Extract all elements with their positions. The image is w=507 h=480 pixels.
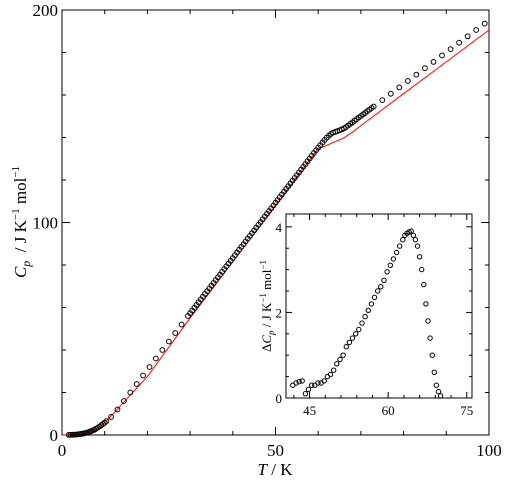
- inset-data-point: [349, 335, 356, 341]
- inset-ticks: 45 60 75 0 2 4: [276, 214, 473, 418]
- data-point: [127, 389, 134, 396]
- inset-data-point: [375, 288, 381, 294]
- inset-y-tick-label: 0: [276, 391, 283, 406]
- inset-data-point: [410, 232, 416, 239]
- y-tick-label: 0: [50, 426, 59, 445]
- data-point: [114, 406, 121, 413]
- inset-data-point: [435, 388, 442, 395]
- main-ticks: 0 50 100 0 100 200: [33, 1, 502, 460]
- y-tick-label: 100: [33, 214, 59, 233]
- data-point: [121, 398, 127, 404]
- inset-data-point: [437, 393, 444, 399]
- inset-data-point: [302, 391, 309, 397]
- data-point: [159, 347, 166, 353]
- data-point: [447, 46, 454, 52]
- main-y-axis-label: Cp / J K−1 mol−1: [10, 166, 33, 278]
- inset-data-point: [397, 243, 403, 249]
- data-point: [133, 381, 140, 387]
- data-point: [481, 20, 488, 27]
- inset-data-point: [414, 243, 421, 249]
- data-point: [405, 78, 411, 84]
- inset-data-point: [378, 284, 384, 290]
- inset-data-point: [305, 386, 312, 393]
- inset-y-tick-label: 2: [276, 305, 283, 320]
- inset-data-point: [423, 301, 429, 307]
- inset-x-tick-label: 45: [303, 403, 316, 418]
- inset-data-point: [384, 269, 390, 275]
- data-point: [396, 84, 403, 91]
- inset-data-point: [387, 262, 393, 268]
- main-points: [65, 20, 488, 438]
- inset-data-point: [362, 314, 368, 320]
- x-tick-label: 0: [58, 441, 67, 460]
- inset-data-point: [427, 335, 433, 341]
- inset-data-point: [337, 356, 343, 363]
- inset-data-point: [331, 367, 337, 373]
- y-tick-label: 200: [33, 1, 59, 20]
- inset-data-point: [381, 277, 387, 283]
- data-point: [165, 338, 172, 345]
- inset-data-point: [327, 371, 334, 378]
- inset-y-tick-label: 4: [276, 220, 283, 235]
- data-point: [103, 418, 110, 425]
- inset-data-point: [400, 237, 406, 243]
- inset-data-point: [368, 301, 375, 307]
- data-point: [456, 39, 463, 46]
- inset-data-point: [393, 249, 400, 256]
- inset-data-point: [408, 228, 414, 234]
- inset-data-point: [315, 380, 321, 386]
- inset-x-tick-label: 75: [460, 403, 473, 418]
- data-point: [140, 372, 147, 379]
- inset-data-point: [293, 380, 299, 386]
- inset-data-point: [365, 307, 371, 313]
- inset-points: [290, 228, 444, 399]
- data-point: [108, 414, 114, 420]
- inset-data-point: [431, 369, 437, 375]
- inset-data-point: [412, 237, 419, 243]
- inset-data-point: [416, 254, 423, 260]
- inset-data-point: [433, 382, 440, 388]
- inset-data-point: [343, 344, 349, 350]
- data-point: [473, 27, 480, 33]
- inset-y-axis-label: ΔCp / J K−1 mol−1: [258, 260, 276, 352]
- data-point: [146, 364, 153, 370]
- inset-data-point: [390, 256, 397, 262]
- data-point: [439, 52, 445, 59]
- data-point: [379, 97, 386, 103]
- main-x-axis-label: T / K: [258, 460, 294, 479]
- inset-data-point: [346, 339, 353, 346]
- inset-x-tick-label: 60: [382, 403, 395, 418]
- data-point: [387, 90, 394, 97]
- x-tick-label: 100: [476, 441, 502, 460]
- inset-data-point: [353, 331, 359, 337]
- inset-data-point: [334, 361, 340, 367]
- inset-data-point: [371, 294, 378, 301]
- data-point: [172, 330, 179, 336]
- inset-data-point: [419, 266, 425, 273]
- inset-data-point: [309, 382, 315, 388]
- inset-data-point: [421, 281, 427, 288]
- data-point: [430, 59, 437, 65]
- data-point: [422, 65, 428, 72]
- inset-data-point: [356, 326, 362, 333]
- inset-data-point: [429, 352, 435, 358]
- data-point: [153, 355, 159, 362]
- inset-data-point: [425, 318, 431, 324]
- inset-data-point: [299, 378, 305, 384]
- inset-data-point: [340, 352, 346, 358]
- inset-plot: 45 60 75 0 2 4 ΔCp / J K−1 mol−1: [258, 213, 473, 418]
- x-tick-label: 50: [267, 441, 284, 460]
- inset-data-point: [296, 379, 302, 385]
- inset-plot-frame: [285, 213, 473, 399]
- data-point: [178, 321, 185, 328]
- data-point: [464, 33, 471, 40]
- inset-data-point: [321, 378, 327, 384]
- data-point: [413, 71, 420, 78]
- data-point: [101, 419, 108, 426]
- main-plot: 0 50 100 0 100 200 Cp / J K−1 mol−1 T / K: [10, 1, 502, 479]
- inset-data-point: [359, 320, 365, 326]
- data-point: [370, 103, 377, 110]
